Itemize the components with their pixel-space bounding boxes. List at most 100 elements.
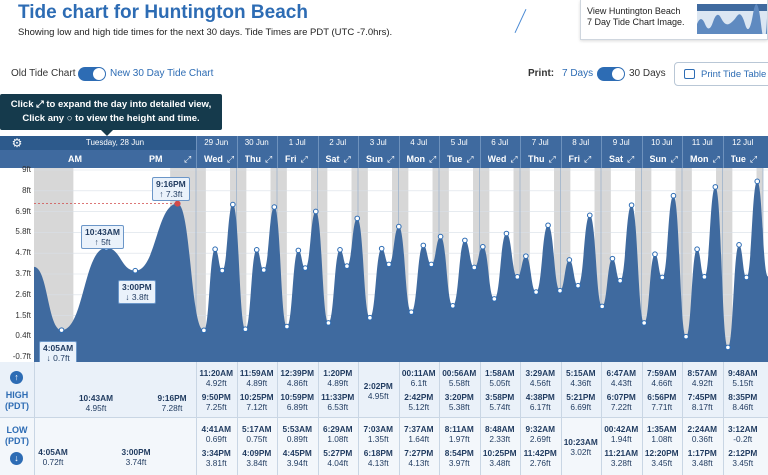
tide-point[interactable] [523,253,529,259]
day-of-week[interactable]: Fri ⤢ [285,151,318,168]
day-of-week[interactable]: Sat ⤢ [609,151,642,168]
tide-point[interactable] [659,274,666,281]
day-of-week[interactable]: Fri ⤢ [569,151,602,168]
tide-point[interactable] [450,303,456,309]
tide-point[interactable] [736,242,742,248]
print-30-days[interactable]: 30 Days [629,68,666,79]
expand-icon[interactable]: ⤢ [466,154,474,164]
expand-icon[interactable]: ⤢ [670,154,678,164]
expand-icon[interactable]: ⤢ [265,154,273,164]
tide-point[interactable] [325,320,332,326]
tide-point[interactable] [533,289,539,295]
low-label-2[interactable]: 3:00PM ↓ 3.8ft [118,280,156,304]
tide-point[interactable] [652,251,658,258]
tide-point[interactable] [670,192,677,199]
day-of-week[interactable]: Wed ⤢ [204,151,237,168]
day-of-week[interactable]: Thu ⤢ [245,151,278,168]
tide-point[interactable] [575,282,581,289]
tide-point[interactable] [599,303,605,310]
gear-icon[interactable]: ⚙ [0,136,34,150]
tide-point[interactable] [694,246,700,253]
tide-point[interactable] [396,223,402,230]
tide-point[interactable] [201,327,207,334]
tide-point[interactable] [132,267,139,274]
tide-point[interactable] [545,222,551,229]
expand-icon[interactable]: ⤢ [226,154,235,164]
day-of-week[interactable]: Mon ⤢ [690,151,723,168]
expand-icon[interactable]: ⤢ [548,154,556,164]
day-of-week[interactable]: Sun ⤢ [650,151,683,168]
chart-version-toggle[interactable] [78,67,106,81]
day-of-week[interactable]: Mon ⤢ [407,151,440,168]
expand-icon[interactable]: ⤢ [627,154,635,164]
tide-point[interactable] [354,215,361,222]
tide-point[interactable] [408,309,415,315]
day-of-week[interactable]: Sat ⤢ [326,151,359,168]
expand-icon[interactable]: ⤢ [712,154,720,164]
low-label-1[interactable]: 4:05AM ↓ 0.7ft [39,341,78,365]
expand-icon[interactable]: ⤢ [387,154,395,164]
day-of-week[interactable]: Wed ⤢ [488,151,521,168]
tide-point[interactable] [367,314,373,321]
expand-icon[interactable]: ⤢ [584,154,592,164]
day-of-week[interactable]: Tue ⤢ [447,151,480,168]
tide-point[interactable] [683,333,689,340]
print-range-toggle[interactable] [597,67,625,81]
expand-icon[interactable]: ⤢ [300,154,308,164]
tide-point[interactable] [566,257,573,263]
expand-icon[interactable]: ⤢ [510,154,518,164]
old-chart-label[interactable]: Old Tide Chart [11,68,76,79]
day-of-week[interactable]: Thu ⤢ [528,151,561,168]
tide-point[interactable] [437,233,444,240]
tide-point[interactable] [701,274,708,280]
tide-point[interactable] [428,261,435,268]
tide-point[interactable] [586,212,593,219]
tide-point[interactable] [302,265,309,271]
tide-point[interactable] [420,242,427,249]
expand-icon[interactable]: ⤢ [184,154,192,164]
print-tide-table-button[interactable]: Print Tide Table [674,62,768,86]
tide-point[interactable] [462,237,468,244]
tide-point[interactable] [271,204,278,210]
tide-point[interactable] [219,267,226,274]
new-chart-label[interactable]: New 30 Day Tide Chart [110,68,214,79]
tide-point[interactable] [491,296,498,302]
tide-point[interactable] [344,263,350,269]
tide-point[interactable] [58,327,65,333]
tide-point[interactable] [212,246,218,253]
tide-point[interactable] [743,274,750,281]
expand-icon[interactable]: ⤢ [429,154,437,164]
tide-point[interactable] [312,208,319,215]
tide-point[interactable] [337,247,343,253]
tide-point[interactable] [609,255,616,262]
tide-point[interactable] [253,247,260,253]
expand-icon[interactable]: ⤢ [749,154,758,164]
expand-icon[interactable]: ⤢ [343,154,351,164]
tide-point[interactable] [617,277,623,284]
high-label-1[interactable]: 10:43AM ↑ 5ft [81,225,124,249]
tide-point[interactable] [230,201,236,208]
tide-point[interactable] [242,326,249,332]
tide-point[interactable] [295,247,302,254]
tide-point[interactable] [712,184,719,190]
tide-point[interactable] [628,202,635,208]
day-of-week[interactable]: Tue ⤢ [731,151,764,168]
tide-point[interactable] [284,323,290,330]
tide-point[interactable] [480,243,486,250]
tide-point[interactable] [514,274,521,280]
tide-point[interactable] [557,287,563,294]
tide-image-promo[interactable]: View Huntington Beach 7 Day Tide Chart I… [580,0,768,40]
tide-point[interactable] [754,178,761,185]
print-7-days[interactable]: 7 Days [562,68,594,79]
tide-point[interactable] [471,264,478,271]
tide-point[interactable] [386,261,392,268]
tide-point[interactable] [641,320,647,326]
tide-point[interactable] [378,245,385,252]
tide-point-max[interactable] [174,200,181,207]
tide-point[interactable] [503,230,510,237]
high-label-2[interactable]: 9:16PM ↑ 7.3ft [152,177,190,201]
day-of-week[interactable]: Sun ⤢ [366,151,399,168]
tide-point[interactable] [260,267,267,273]
promo-thumbnail[interactable] [697,4,767,34]
tide-point[interactable] [725,344,731,351]
